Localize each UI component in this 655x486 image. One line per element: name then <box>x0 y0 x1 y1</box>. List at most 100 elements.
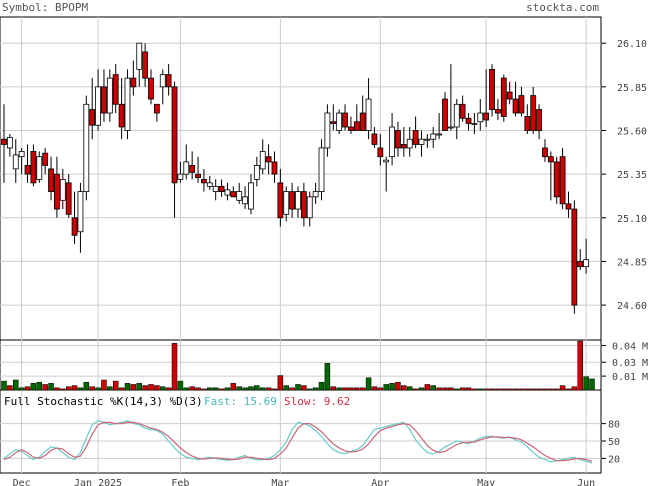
candle-body <box>106 77 113 114</box>
candle-body <box>65 182 72 215</box>
volume-bar <box>101 379 107 391</box>
volume-panel <box>0 339 602 391</box>
volume-bar <box>359 387 366 391</box>
candle-body <box>89 109 96 126</box>
volume-bar <box>230 383 237 391</box>
volume-bar <box>477 388 484 391</box>
candle-body <box>153 103 160 114</box>
price-tick-label: 25.85 <box>617 83 647 94</box>
volume-bar <box>165 387 172 391</box>
volume-bars <box>1 340 595 391</box>
volume-bar <box>259 387 266 391</box>
candle-body <box>171 86 178 184</box>
volume-bar <box>189 386 195 391</box>
price-tick-label: 26.10 <box>617 39 647 50</box>
candle-body <box>430 133 437 140</box>
candle-body <box>518 95 525 114</box>
site-label: stockta.com <box>526 1 599 14</box>
volume-bar <box>1 380 7 391</box>
stochastic-panel <box>0 389 602 474</box>
x-tick-label: Apr <box>371 478 389 486</box>
candle-body <box>483 112 490 121</box>
candle-body <box>218 185 225 192</box>
volume-bar <box>224 387 231 391</box>
volume-bar <box>71 385 78 391</box>
volume-bar <box>559 385 566 391</box>
candle-body <box>506 91 513 100</box>
volume-bar <box>530 388 536 391</box>
candle-body <box>24 165 31 175</box>
volume-bar <box>395 381 401 391</box>
volume-bar <box>318 381 325 391</box>
volume-bar <box>330 386 337 391</box>
volume-bar <box>571 386 578 391</box>
candle-body <box>224 189 231 196</box>
stochastic-lines <box>3 420 593 464</box>
volume-bar <box>265 387 272 391</box>
volume-bar <box>430 385 436 391</box>
volume-bar <box>218 388 225 391</box>
volume-bar <box>254 385 260 391</box>
volume-bar <box>89 386 95 391</box>
volume-bar <box>236 386 242 391</box>
candle-body <box>530 95 537 131</box>
candle-body <box>300 191 307 219</box>
volume-bar <box>506 388 513 391</box>
candle-body <box>253 165 260 180</box>
candle-body <box>206 182 213 187</box>
volume-bar <box>242 387 248 391</box>
candle-body <box>536 109 542 131</box>
candle-body <box>148 77 154 100</box>
candle-body <box>59 178 66 201</box>
candle-body <box>395 130 401 149</box>
candle-body <box>571 208 578 306</box>
fast-label: Fast: 15.69 <box>204 395 277 408</box>
candle-body <box>453 103 460 128</box>
x-tick-label: May <box>477 478 495 486</box>
candle-body <box>495 109 501 114</box>
volume-bar <box>495 388 501 391</box>
candle-body <box>289 191 296 210</box>
volume-bar <box>130 384 137 391</box>
volume-bar <box>160 386 166 391</box>
volume-bar <box>118 387 125 391</box>
candle-body <box>212 185 219 192</box>
candle-body <box>295 191 301 210</box>
volume-bar <box>565 388 572 391</box>
candlestick-series <box>1 42 590 314</box>
volume-bar <box>383 384 389 391</box>
y-tick-labels: 26.10 25.85 25.60 25.35 25.10 24.85 24.60 0.04 … <box>608 39 648 465</box>
volume-bar <box>60 388 66 391</box>
volume-bar <box>136 383 142 391</box>
volume-bar <box>207 387 213 391</box>
candle-body <box>342 112 348 128</box>
x-tick-labels: Dec Jan 2025 Feb Mar Apr May Jun <box>13 478 596 486</box>
volume-bar <box>401 385 407 391</box>
volume-bar <box>301 385 307 391</box>
stochastic-title: Full Stochastic %K(14,3) %D(3) <box>4 395 203 408</box>
candle-body <box>177 173 184 180</box>
volume-bar <box>489 388 495 391</box>
volume-bar <box>589 378 595 391</box>
candle-body <box>165 74 172 88</box>
candle-body <box>577 261 584 268</box>
candle-body <box>259 151 266 170</box>
volume-bar <box>465 387 472 391</box>
volume-bar <box>36 381 43 391</box>
candle-body <box>477 112 484 123</box>
volume-bar <box>307 388 313 391</box>
candle-body <box>442 98 448 131</box>
volume-bar <box>577 340 583 391</box>
candle-body <box>195 173 201 179</box>
volume-bar <box>24 386 31 391</box>
candle-body <box>101 86 107 114</box>
candle-body <box>201 178 207 184</box>
candle-body <box>42 152 49 166</box>
candle-body <box>489 68 495 110</box>
candle-body <box>400 144 407 149</box>
candle-body <box>565 203 572 210</box>
x-tick-label: Dec <box>13 478 31 486</box>
candle-body <box>436 133 443 136</box>
candle-body <box>130 77 137 88</box>
candle-body <box>547 156 554 163</box>
